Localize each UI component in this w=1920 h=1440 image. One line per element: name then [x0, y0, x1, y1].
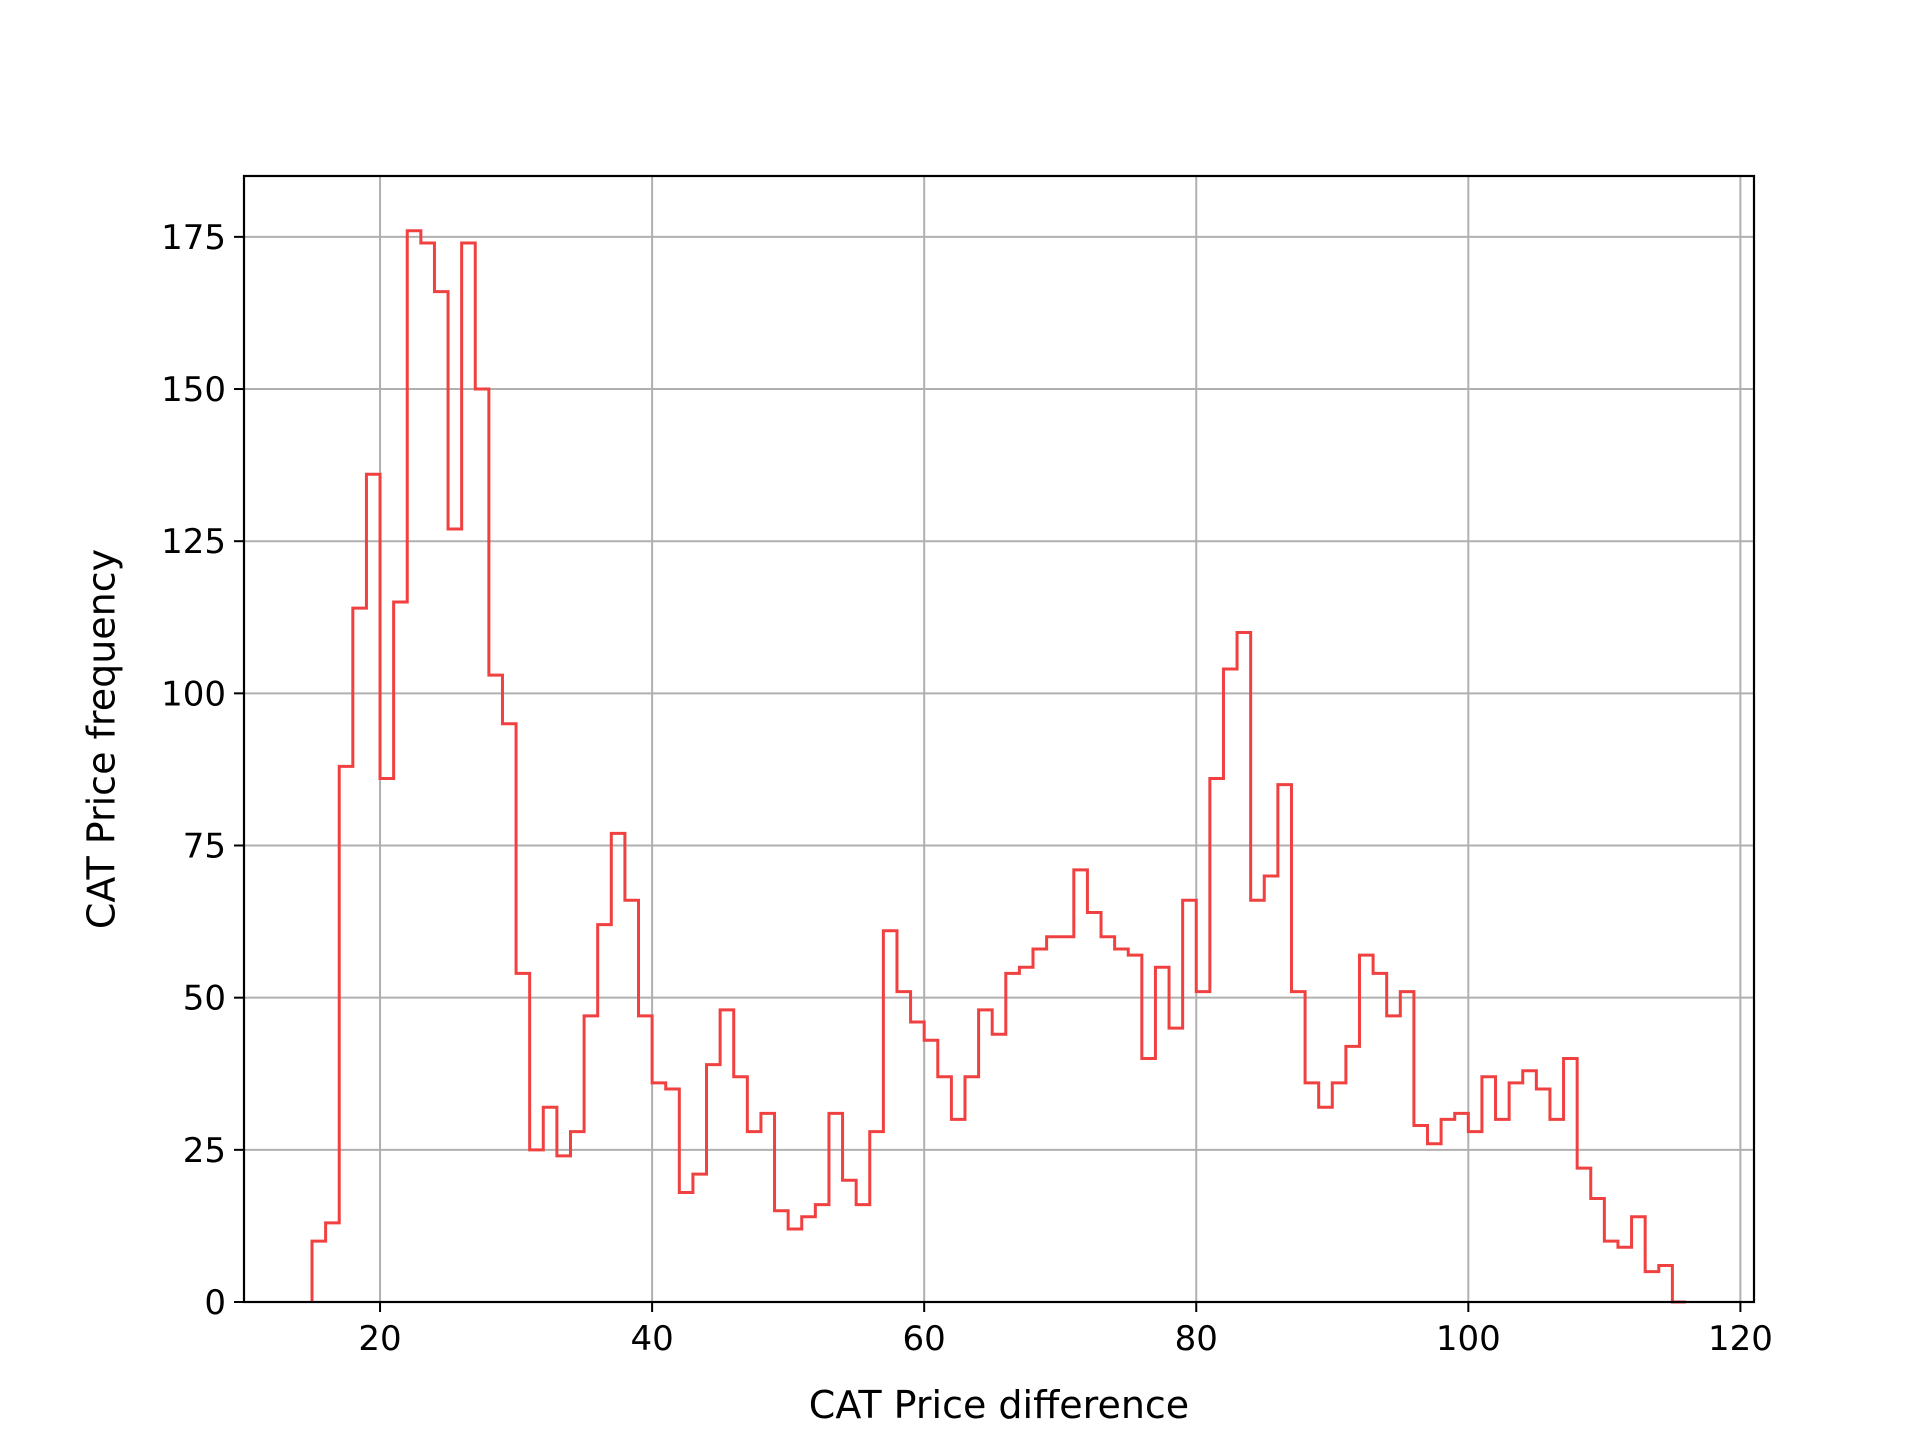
x-tick-label-4: 100 [1436, 1319, 1501, 1359]
y-tick-label-1: 25 [183, 1131, 226, 1171]
x-tick-label-0: 20 [358, 1319, 401, 1359]
histogram-step-line [310, 229, 1686, 1304]
x-tick-label-1: 40 [630, 1319, 673, 1359]
y-tick-label-5: 125 [161, 522, 226, 562]
y-tick-label-0: 0 [204, 1283, 226, 1323]
y-axis-label: CAT Price frequency [80, 549, 124, 929]
x-tick-label-3: 80 [1175, 1319, 1218, 1359]
axis-ticks: 20 40 60 80 100 120 0 25 50 75 100 125 150 175 [161, 218, 1773, 1359]
y-tick-label-7: 175 [161, 218, 226, 258]
x-tick-label-5: 120 [1708, 1319, 1773, 1359]
x-axis-label: CAT Price difference [809, 1383, 1189, 1427]
x-tick-label-2: 60 [903, 1319, 946, 1359]
y-tick-label-2: 50 [183, 979, 226, 1019]
y-tick-label-4: 100 [161, 674, 226, 714]
y-tick-label-3: 75 [183, 827, 226, 867]
plot-area-frame [242, 174, 1756, 1304]
grid-lines [244, 176, 1754, 1303]
y-tick-label-6: 150 [161, 370, 226, 410]
